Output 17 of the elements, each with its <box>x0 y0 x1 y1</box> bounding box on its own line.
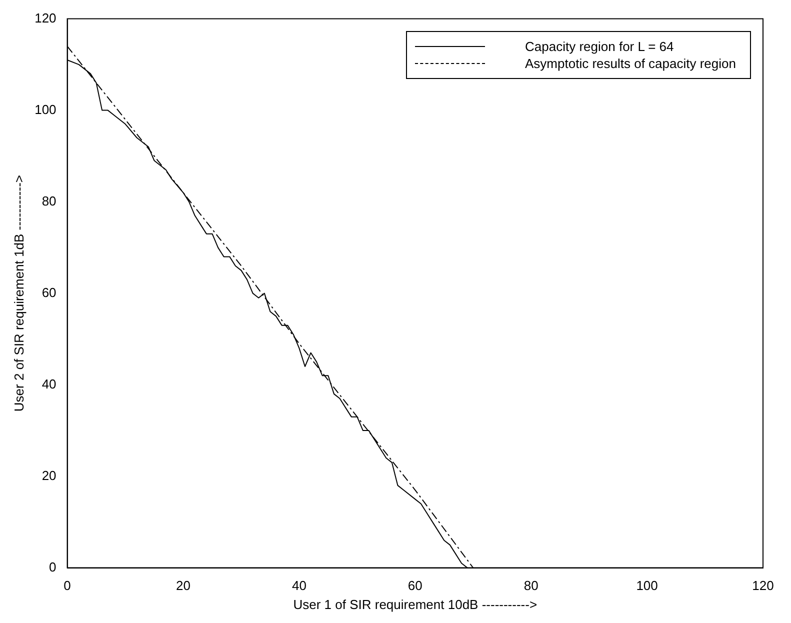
y-tick-label: 80 <box>42 193 56 208</box>
y-tick-label: 0 <box>49 559 56 574</box>
x-tick-label: 100 <box>636 578 658 594</box>
x-tick-label: 60 <box>408 578 422 594</box>
y-tick-label: 20 <box>42 468 56 483</box>
y-tick-label: 100 <box>34 102 56 117</box>
x-tick-label: 40 <box>292 578 306 594</box>
x-tick-label: 120 <box>752 578 774 594</box>
y-axis-title: User 2 of SIR requirement 1dB -----------> <box>11 175 26 412</box>
y-tick-label: 120 <box>34 10 56 26</box>
x-tick-label: 80 <box>524 578 538 594</box>
y-tick-label: 40 <box>42 376 56 392</box>
x-tick-label: 20 <box>176 578 190 594</box>
legend: Capacity region for L = 64 Asymptotic results of capacity region <box>406 30 751 79</box>
x-axis-title: User 1 of SIR requirement 10dB -----------> <box>293 596 538 612</box>
y-tick-label: 60 <box>42 284 56 300</box>
x-tick-label: 0 <box>64 578 71 594</box>
